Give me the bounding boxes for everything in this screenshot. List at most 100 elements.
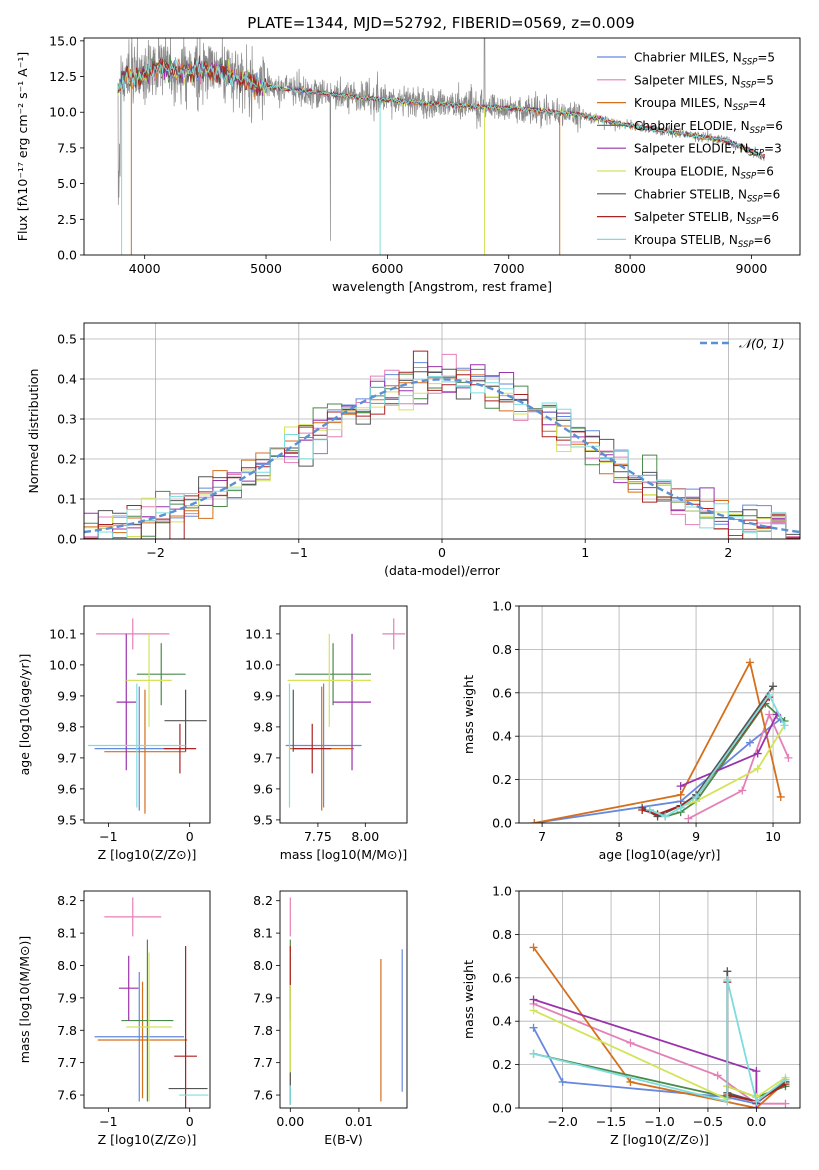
age-vs-metallicity-panel: −1 0 9.5 9.6 9.7 9.8 9.9 10.0 10.1 Z [log10(Z/Z⊙)… [17, 605, 211, 862]
x-axis-label: wavelength [Angstrom, rest frame] [332, 279, 552, 294]
error-bar-point [333, 633, 371, 771]
axis-ticks: 4000 5000 6000 7000 8000 9000 0.0 2.5 5.0 7.5 10.0… [49, 33, 767, 276]
weight-marker [723, 967, 732, 976]
y-tick-label: 9.5 [253, 812, 273, 827]
y-tick-label: 7.6 [253, 1088, 273, 1103]
x-tick-label: 9 [692, 829, 700, 844]
y-tick-label: 1.0 [492, 599, 512, 614]
residuals-panel: −2 −1 0 1 2 0.0 0.1 0.2 0.3 0.4 0.5 (data-model)/er… [26, 322, 801, 578]
error-bar-point [94, 971, 184, 1102]
y-tick-label: 0.6 [492, 970, 512, 985]
error-bar-point [88, 683, 186, 808]
weight-marker [753, 749, 762, 758]
y-tick-label: 7.9 [253, 990, 273, 1005]
weight-marker [529, 943, 538, 952]
weight-marker [723, 975, 732, 984]
legend-label: Chabrier STELIB, NSSP=6 [634, 187, 780, 204]
x-tick-label: 1 [581, 545, 589, 560]
y-axis-label: Flux [fλ10⁻¹⁷ erg cm⁻² s⁻¹ A⁻¹] [15, 52, 30, 241]
weight-line [533, 998, 758, 1104]
y-tick-label: 10.0 [49, 105, 77, 120]
weight-marker [676, 790, 685, 799]
weight-marker [765, 710, 774, 719]
x-tick-label: −1.0 [644, 1114, 674, 1129]
x-axis-label: Z [log10(Z/Z⊙)] [98, 1132, 197, 1147]
axes-frame [279, 890, 408, 1109]
y-tick-label: 0.4 [492, 729, 512, 744]
x-tick-label: 0 [186, 1114, 194, 1129]
legend-label-tail: =6 [754, 233, 772, 247]
y-tick-label: 10.0 [245, 657, 273, 672]
x-tick-label: 0 [438, 545, 446, 560]
weight-marker [530, 819, 539, 823]
y-tick-label: 7.7 [253, 1055, 273, 1070]
y-tick-label: 2.5 [57, 212, 77, 227]
x-axis-label: (data-model)/error [384, 563, 501, 578]
x-tick-label: 4000 [129, 261, 161, 276]
x-tick-label: 8000 [614, 261, 646, 276]
weight-line [534, 659, 782, 823]
weight-marker [765, 690, 774, 699]
y-tick-label: 7.7 [57, 1055, 77, 1070]
legend-subscript: SSP [742, 58, 758, 68]
axes-frame [518, 890, 801, 1109]
y-tick-label: 0.2 [57, 452, 77, 467]
axes-frame [83, 605, 211, 824]
y-axis-label: mass weight [461, 960, 476, 1039]
error-bar-point [126, 952, 172, 1102]
weight-series [645, 690, 789, 821]
legend-label: Salpeter ELODIE, NSSP=3 [634, 142, 782, 159]
y-tick-label: 0.2 [492, 1057, 512, 1072]
legend-label: Salpeter MILES, NSSP=5 [634, 73, 774, 90]
x-tick-label: 8 [615, 829, 623, 844]
x-tick-label: 7 [538, 829, 546, 844]
weight-series [530, 714, 785, 823]
y-tick-label: 7.6 [57, 1088, 77, 1103]
y-tick-label: 0.0 [492, 816, 512, 831]
y-tick-label: 8.1 [253, 926, 273, 941]
y-tick-label: 9.7 [57, 750, 77, 765]
weight-series [684, 710, 793, 823]
axes-frame [83, 322, 801, 540]
y-tick-label: 9.8 [253, 719, 273, 734]
weight-marker [684, 814, 693, 823]
x-axis-label: age [log10(age/yr)] [599, 847, 721, 862]
weight-marker [723, 1097, 732, 1106]
y-tick-label: 0.2 [492, 772, 512, 787]
y-tick-label: 0.0 [57, 532, 77, 547]
axes-frame [83, 37, 801, 256]
weight-marker [645, 805, 654, 814]
y-tick-label: 8.2 [253, 893, 273, 908]
x-axis-label: Z [log10(Z/Z⊙)] [610, 1132, 709, 1147]
x-tick-label: 9000 [736, 261, 768, 276]
y-tick-label: 7.8 [253, 1023, 273, 1038]
x-tick-label: −1 [290, 545, 308, 560]
x-tick-label: 0.01 [345, 1114, 373, 1129]
mass-vs-metallicity-panel: −1 0 7.6 7.7 7.8 7.9 8.0 8.1 8.2 Z [log10(Z/Z⊙)] m… [17, 890, 211, 1147]
y-tick-label: 0.1 [57, 492, 77, 507]
error-bar-point [164, 689, 207, 752]
y-tick-label: 0.4 [57, 372, 77, 387]
x-tick-label: 7000 [493, 261, 525, 276]
weight-line [649, 702, 786, 818]
y-tick-label: 1.0 [492, 884, 512, 899]
y-tick-label: 0.8 [492, 642, 512, 657]
y-axis-label: Normed distribution [26, 369, 41, 494]
error-bar-point [97, 981, 188, 1099]
error-bar-point [174, 946, 197, 1108]
y-tick-label: 0.0 [492, 1101, 512, 1116]
weight-line [649, 693, 786, 818]
legend-label-tail: =6 [765, 119, 783, 133]
weight-series [529, 975, 790, 1106]
gaussian-curve [84, 378, 800, 534]
legend-label-tail: =6 [763, 187, 781, 201]
legend-subscript: SSP [741, 80, 757, 90]
legend-label-tail: =6 [761, 210, 779, 224]
mass-vs-ebv-panel: 0.00 0.01 7.6 7.7 7.8 7.9 8.0 8.1 8.2 E(B-V) [253, 890, 408, 1147]
error-bar-point [116, 633, 137, 771]
axis-ticks: −2.0 −1.5 −1.0 −0.5 0.0 0.0 0.2 0.4 0.6 0.8 1.0 [492, 884, 766, 1130]
x-tick-label: −2.0 [547, 1114, 577, 1129]
x-tick-label: 10 [765, 829, 781, 844]
error-bar-point [293, 723, 332, 774]
